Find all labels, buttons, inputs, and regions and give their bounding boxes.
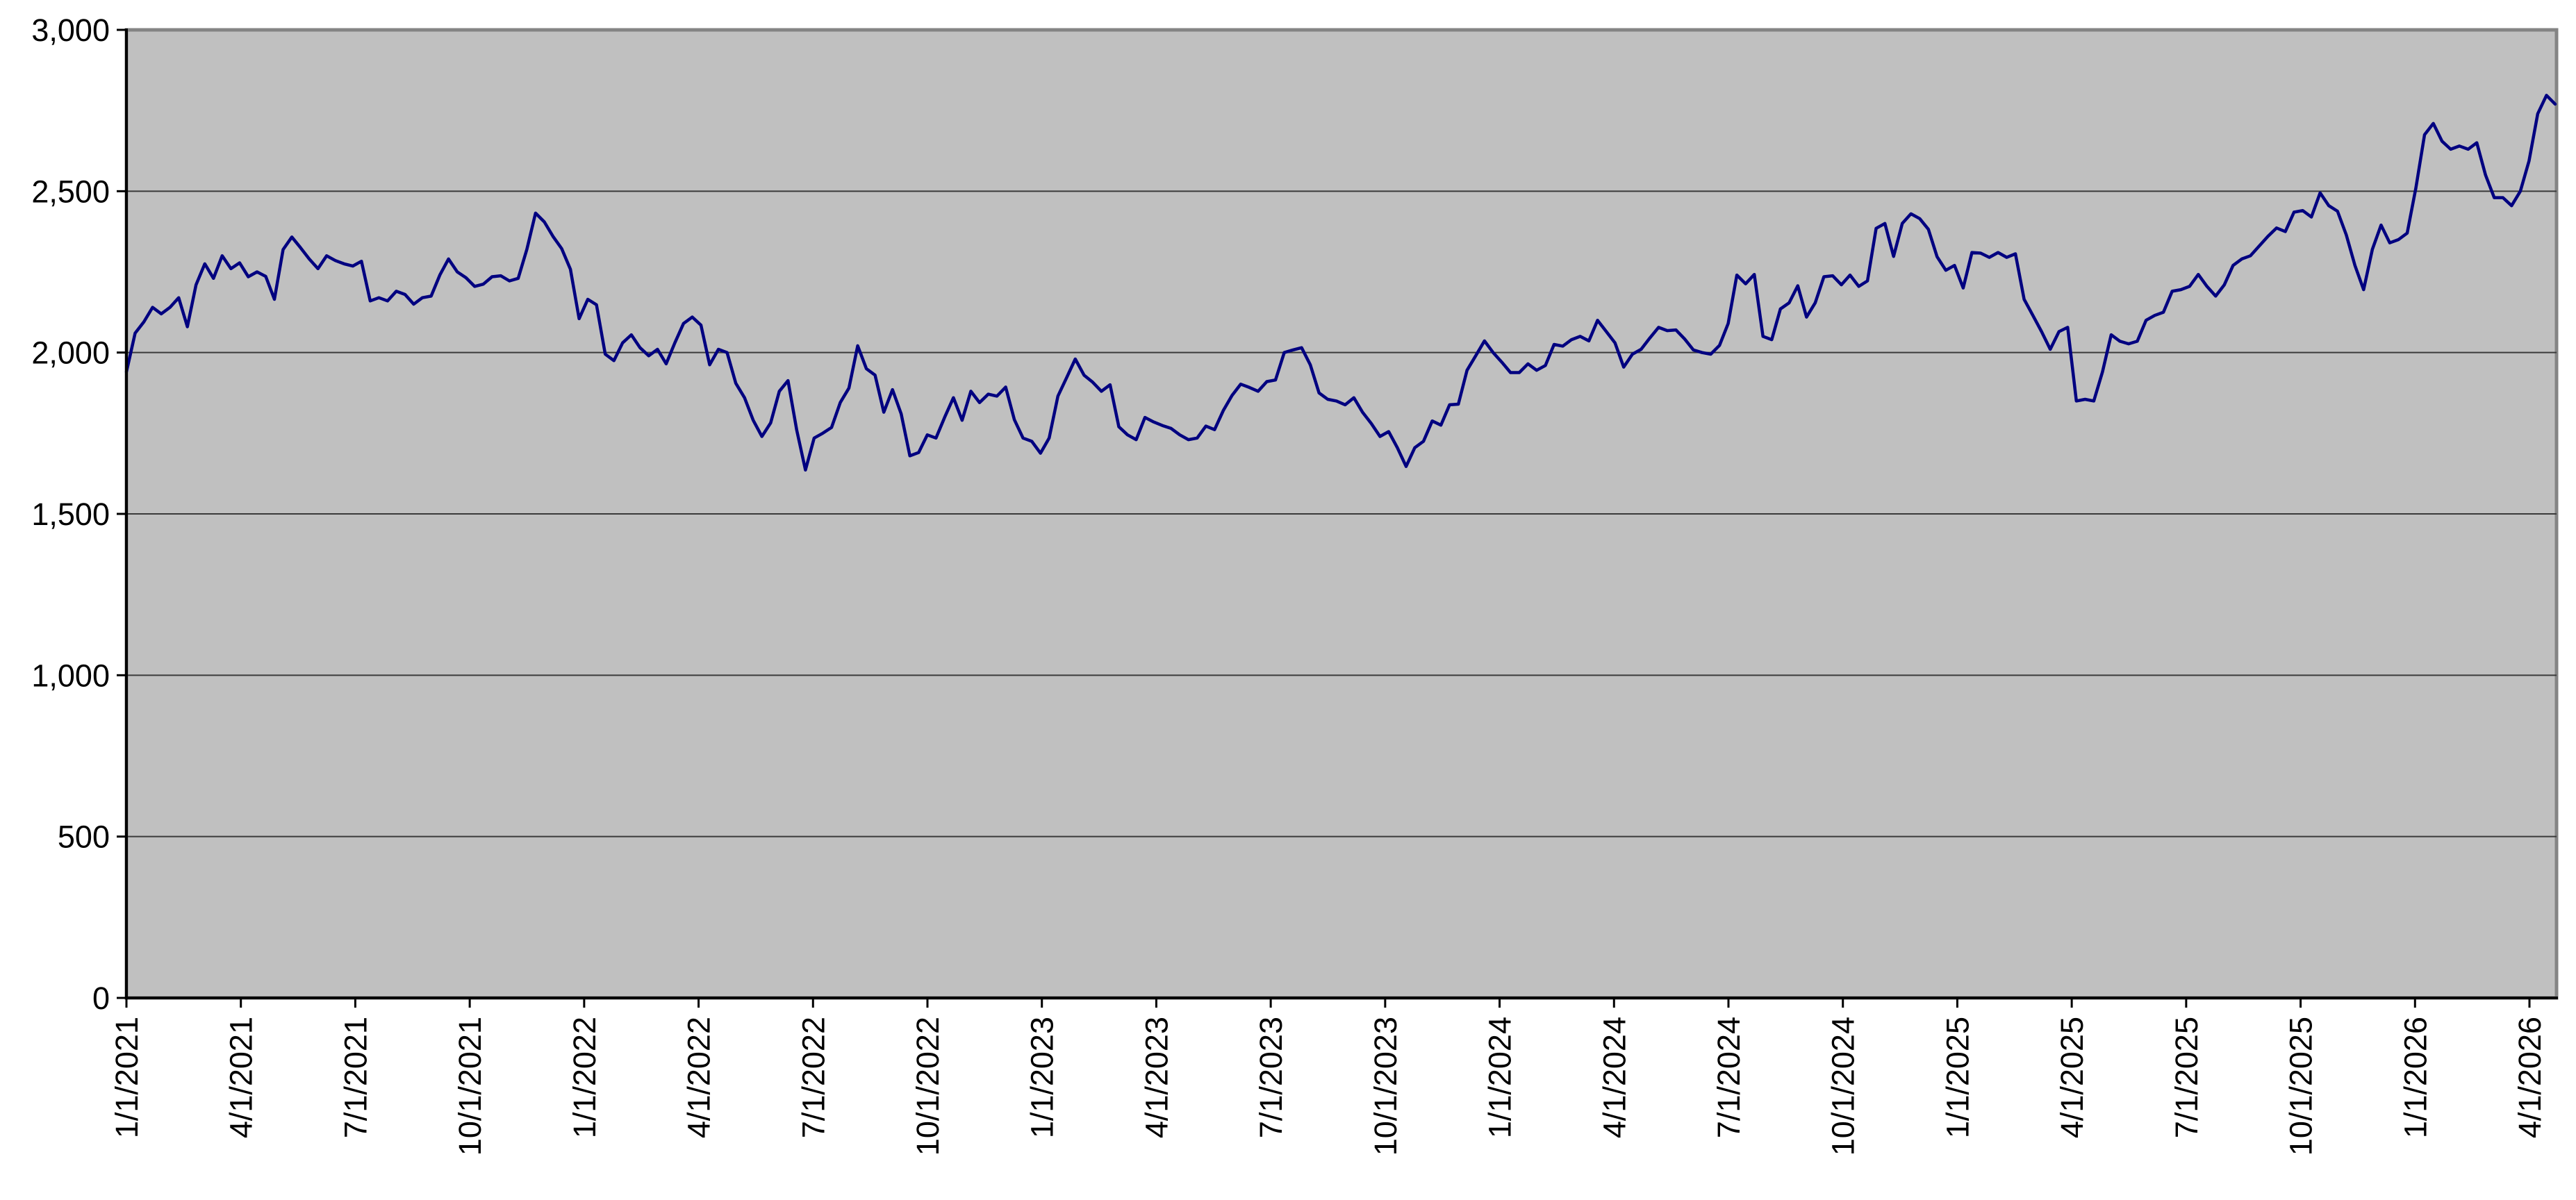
x-axis-label: 10/1/2022	[910, 1017, 946, 1156]
series-line	[124, 94, 2557, 472]
x-axis-label: 7/1/2021	[338, 1017, 373, 1138]
x-axis-label: 1/1/2021	[109, 1017, 145, 1138]
x-axis-label: 4/1/2025	[2054, 1017, 2090, 1138]
y-axis-label: 3,000	[31, 12, 110, 48]
x-axis-label: 10/1/2025	[2284, 1017, 2319, 1156]
x-axis-label: 4/1/2024	[1596, 1017, 1632, 1138]
x-axis-label: 1/1/2025	[1940, 1017, 1975, 1138]
y-axis-label: 0	[92, 981, 110, 1016]
x-axis-label: 4/1/2026	[2512, 1017, 2548, 1138]
y-axis-label: 2,000	[31, 335, 110, 371]
x-axis-label: 1/1/2024	[1483, 1017, 1518, 1138]
x-axis-label: 7/1/2023	[1253, 1017, 1289, 1138]
y-axis-label: 500	[58, 819, 110, 855]
x-axis-label: 1/1/2023	[1025, 1017, 1060, 1138]
x-axis-label: 10/1/2023	[1368, 1017, 1403, 1156]
y-axis-label: 1,000	[31, 658, 110, 693]
y-axis-label: 1,500	[31, 497, 110, 532]
x-axis-label: 4/1/2021	[224, 1017, 259, 1138]
x-axis-label: 7/1/2022	[795, 1017, 831, 1138]
x-axis-label: 1/1/2022	[567, 1017, 602, 1138]
x-axis-label: 4/1/2023	[1139, 1017, 1174, 1138]
x-axis-label: 7/1/2025	[2169, 1017, 2204, 1138]
x-axis-label: 10/1/2021	[452, 1017, 488, 1156]
x-axis-label: 7/1/2024	[1711, 1017, 1747, 1138]
x-axis-label: 4/1/2022	[682, 1017, 717, 1138]
y-axis-label: 2,500	[31, 174, 110, 209]
x-axis-label: 1/1/2026	[2397, 1017, 2433, 1138]
x-axis-label: 10/1/2024	[1826, 1017, 1861, 1156]
